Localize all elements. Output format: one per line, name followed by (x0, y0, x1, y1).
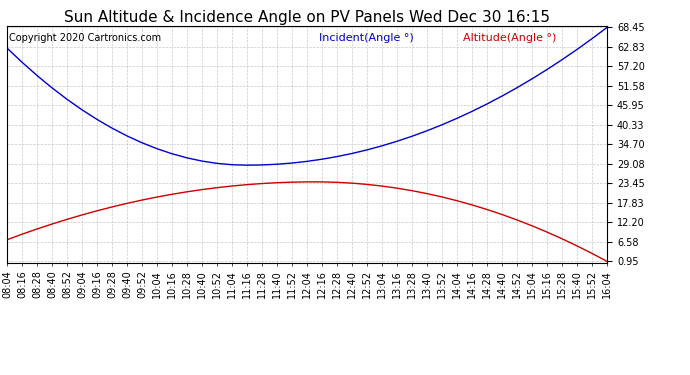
Title: Sun Altitude & Incidence Angle on PV Panels Wed Dec 30 16:15: Sun Altitude & Incidence Angle on PV Pan… (64, 10, 550, 25)
Text: Altitude(Angle °): Altitude(Angle °) (463, 33, 557, 44)
Text: Copyright 2020 Cartronics.com: Copyright 2020 Cartronics.com (9, 33, 161, 44)
Text: Incident(Angle °): Incident(Angle °) (319, 33, 414, 44)
